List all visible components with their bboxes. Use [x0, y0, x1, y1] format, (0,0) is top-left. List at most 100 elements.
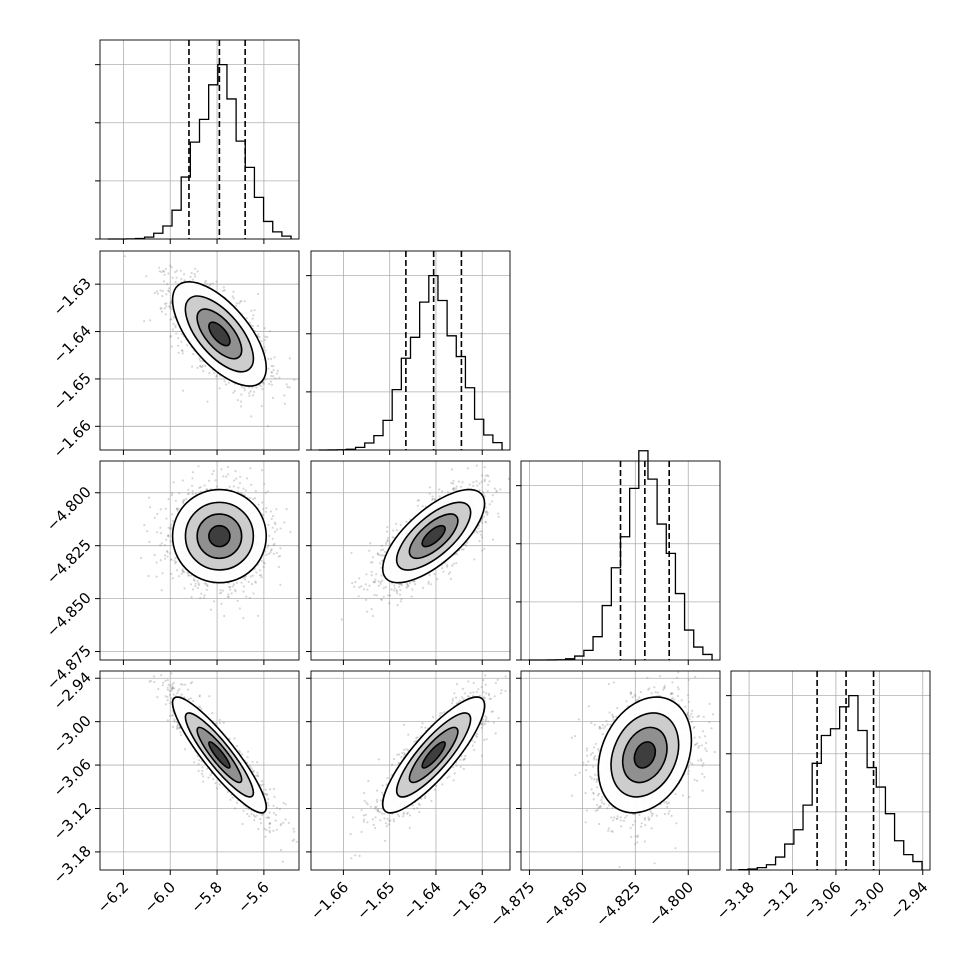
- sample-point: [203, 484, 206, 487]
- sample-point: [455, 553, 458, 556]
- sample-point: [218, 592, 221, 595]
- sample-point: [492, 538, 495, 541]
- sample-point: [200, 366, 203, 369]
- sample-point: [215, 375, 218, 378]
- sample-point: [452, 489, 455, 492]
- sample-point: [431, 495, 434, 498]
- sample-point: [395, 589, 398, 592]
- sample-point: [286, 385, 289, 389]
- sample-point: [269, 551, 272, 554]
- sample-point: [436, 578, 439, 581]
- sample-point: [262, 513, 265, 517]
- sample-point: [197, 465, 200, 468]
- sample-point: [279, 547, 282, 550]
- sample-point: [170, 266, 173, 269]
- sample-point: [399, 523, 402, 526]
- sample-point: [206, 488, 209, 491]
- sample-point: [400, 584, 403, 587]
- sample-point: [261, 501, 264, 504]
- sample-point: [155, 575, 158, 578]
- sample-point: [228, 586, 231, 589]
- sample-point: [245, 595, 248, 598]
- sample-point: [215, 280, 218, 283]
- sample-point: [399, 589, 402, 592]
- sample-point: [451, 564, 454, 567]
- sample-point: [181, 349, 184, 352]
- sample-point: [493, 487, 497, 490]
- sample-point: [228, 485, 231, 488]
- sample-point: [165, 538, 168, 541]
- sample-point: [196, 579, 199, 583]
- sample-point: [180, 332, 183, 335]
- sample-point: [178, 492, 181, 495]
- sample-point: [389, 594, 392, 597]
- sample-point: [396, 592, 399, 595]
- sample-point: [400, 597, 403, 601]
- sample-point: [169, 302, 172, 305]
- sample-point: [245, 317, 248, 320]
- sample-point: [171, 276, 174, 279]
- density-contour-4: [208, 524, 231, 548]
- sample-point: [487, 483, 490, 486]
- sample-point: [171, 328, 175, 331]
- sample-point: [242, 487, 245, 490]
- sample-point: [368, 584, 371, 587]
- sample-point: [180, 340, 183, 343]
- sample-point: [450, 468, 454, 471]
- sample-point: [379, 580, 382, 584]
- sample-point: [171, 513, 174, 516]
- sample-point: [202, 596, 206, 599]
- sample-point: [267, 357, 270, 361]
- sample-point: [234, 588, 237, 591]
- sample-point: [196, 366, 199, 369]
- sample-point: [386, 526, 389, 529]
- sample-point: [174, 271, 177, 274]
- sample-point: [248, 392, 251, 395]
- sample-point: [190, 574, 193, 577]
- sample-point: [165, 293, 168, 296]
- sample-point: [146, 530, 149, 533]
- sample-point: [221, 589, 224, 592]
- axes-frame: [99, 39, 300, 240]
- sample-point: [372, 580, 375, 584]
- sample-point: [485, 521, 488, 524]
- sample-point: [227, 593, 230, 596]
- panels-layer: −1.66−1.65−1.64−1.63−4.875−4.850−4.825−4…: [43, 39, 932, 930]
- sample-point: [364, 583, 367, 586]
- sample-point: [169, 302, 172, 305]
- sample-point: [258, 569, 262, 572]
- sample-point: [148, 496, 151, 499]
- sample-point: [174, 562, 177, 565]
- sample-point: [258, 335, 261, 338]
- sample-point: [188, 492, 191, 495]
- sample-point: [191, 278, 194, 281]
- sample-point: [169, 540, 172, 543]
- sample-point: [156, 512, 159, 516]
- sample-point: [279, 554, 282, 557]
- sample-point: [177, 575, 181, 578]
- sample-point: [191, 490, 194, 493]
- sample-point: [466, 541, 469, 544]
- sample-point: [267, 552, 271, 556]
- sample-point: [497, 512, 500, 515]
- sample-point: [160, 310, 164, 313]
- sample-point: [272, 365, 275, 368]
- sample-point: [186, 571, 189, 575]
- sample-point: [480, 530, 483, 533]
- sample-point: [264, 349, 267, 352]
- sample-point: [171, 577, 174, 580]
- sample-point: [369, 542, 372, 545]
- sample-point: [452, 487, 455, 491]
- sample-point: [158, 270, 161, 273]
- sample-point: [482, 490, 485, 494]
- sample-point: [454, 487, 457, 490]
- sample-point: [253, 390, 256, 393]
- sample-point: [260, 574, 263, 577]
- sample-point: [181, 569, 184, 573]
- sample-point: [199, 597, 202, 600]
- sample-point: [478, 482, 481, 485]
- sample-point: [386, 539, 390, 543]
- sample-point: [261, 388, 264, 391]
- sample-point: [264, 378, 267, 381]
- sample-point: [370, 608, 373, 611]
